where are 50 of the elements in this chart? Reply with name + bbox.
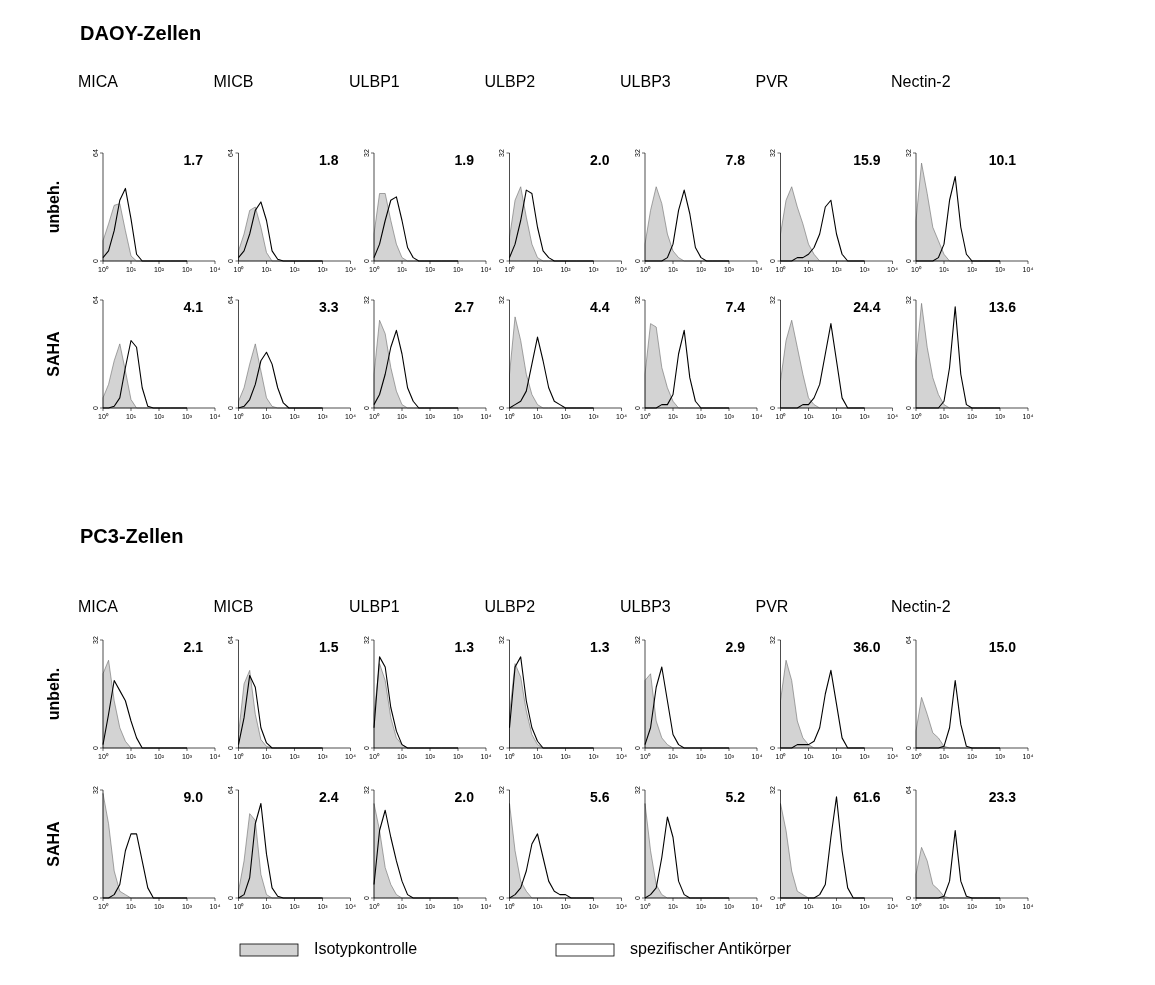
annotation: 2.0 (590, 151, 610, 168)
annotation: 3.3 (319, 298, 339, 315)
annotation: 7.8 (725, 151, 746, 168)
chart-title: ULBP3 (620, 73, 671, 91)
chart-title: PVR (755, 73, 789, 91)
y-axis-title: SAHA (45, 330, 63, 377)
annotation: 2.7 (454, 298, 475, 315)
annotation: 15.0 (988, 638, 1017, 655)
annotation: 4.4 (590, 298, 610, 315)
chart-title: MICA (78, 73, 119, 91)
annotation: 1.3 (454, 638, 475, 655)
annotation: 9.0 (183, 788, 204, 805)
chart-title: MICB (213, 598, 254, 616)
annotation: 5.6 (590, 788, 610, 805)
annotation: 23.3 (988, 788, 1017, 805)
annotation: 61.6 (853, 788, 881, 805)
chart-title: ULBP1 (349, 73, 400, 91)
annotation: 13.6 (988, 298, 1017, 315)
annotation: 2.0 (454, 788, 475, 805)
annotation: 5.2 (725, 788, 746, 805)
y-axis-title: SAHA (45, 820, 63, 867)
annotation: 15.9 (853, 151, 881, 168)
chart-title: PVR (755, 598, 789, 616)
chart-title: ULBP3 (620, 598, 671, 616)
annotation: 2.1 (183, 638, 204, 655)
annotation: 24.4 (853, 298, 881, 315)
annotation: 4.1 (183, 298, 204, 315)
annotation: 1.3 (590, 638, 610, 655)
annotation: 36.0 (853, 638, 881, 655)
annotation: 7.4 (725, 298, 746, 315)
chart-subtitle: PC3-Zellen (80, 525, 184, 548)
chart-title: ULBP1 (349, 598, 400, 616)
chart-title: MICB (213, 73, 254, 91)
annotation: 1.8 (319, 151, 339, 168)
annotation: 2.9 (725, 638, 746, 655)
chart-title: MICA (78, 598, 119, 616)
annotation: 1.5 (319, 638, 339, 655)
chart-title: ULBP2 (484, 73, 536, 91)
annotation: 2.4 (319, 788, 339, 805)
legend-label: spezifischer Antikörper (630, 940, 792, 958)
legend-label: Isotypkontrolle (314, 940, 418, 958)
chart-title: ULBP2 (484, 598, 536, 616)
chart-title: Nectin-2 (891, 73, 951, 91)
annotation: 1.9 (454, 151, 475, 168)
y-axis-title: unbeh. (45, 667, 63, 721)
annotation: 1.7 (183, 151, 204, 168)
chart-subtitle: DAOY-Zellen (80, 22, 202, 45)
y-axis-title: unbeh. (45, 180, 63, 234)
annotation: 10.1 (988, 151, 1017, 168)
chart-title: Nectin-2 (891, 598, 951, 616)
